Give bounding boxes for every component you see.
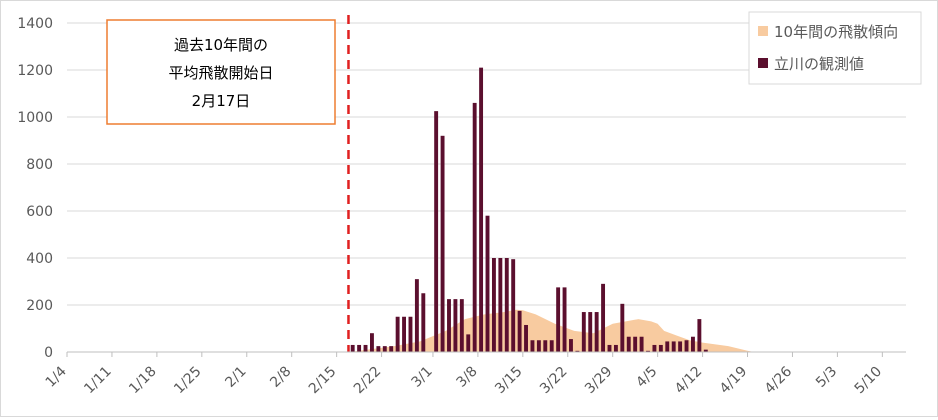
observed-bar	[504, 258, 509, 352]
observed-bar	[472, 102, 477, 353]
x-tick-label: 1/4	[43, 363, 70, 390]
observed-bar	[671, 341, 676, 352]
observed-bar	[414, 279, 419, 352]
x-tick-label: 2/15	[306, 364, 340, 398]
x-tick-label: 3/29	[582, 364, 616, 398]
x-tick-label: 2/22	[351, 364, 385, 398]
observed-bar	[479, 67, 484, 353]
x-tick-label: 3/1	[409, 364, 436, 391]
observed-bar	[601, 283, 606, 352]
observed-bar	[466, 334, 471, 353]
x-tick-label: 1/18	[126, 364, 160, 398]
y-tick-label: 0	[44, 345, 53, 361]
observed-bar	[703, 349, 708, 352]
observed-bar	[620, 303, 625, 352]
x-tick-label: 5/10	[852, 364, 886, 398]
y-tick-label: 400	[26, 251, 53, 267]
x-tick-label: 2/1	[222, 364, 249, 391]
legend-box	[748, 11, 922, 85]
x-tick-label: 3/22	[537, 364, 571, 398]
x-tick-label: 4/12	[672, 364, 706, 398]
observed-bar	[697, 319, 702, 352]
observed-bar	[402, 316, 406, 352]
observed-bar	[543, 340, 548, 352]
observed-bar	[498, 258, 503, 352]
observed-bar	[549, 340, 554, 352]
observed-bar	[350, 344, 355, 352]
observed-bar	[684, 340, 689, 352]
y-tick-label: 800	[26, 157, 53, 173]
annotation-line: 過去10年間の	[174, 36, 268, 54]
observed-bar	[613, 344, 618, 352]
observed-bar	[408, 316, 413, 352]
observed-bar	[382, 346, 387, 353]
x-tick-label: 1/25	[171, 364, 205, 398]
observed-bar	[678, 341, 683, 352]
x-tick-label: 4/5	[633, 364, 660, 391]
x-tick-label: 4/19	[717, 364, 751, 398]
legend-swatch	[758, 26, 768, 36]
observed-bar	[646, 350, 650, 352]
observed-bar	[607, 344, 612, 352]
observed-bar	[588, 312, 593, 352]
observed-bar	[652, 344, 657, 352]
observed-bar	[453, 299, 458, 353]
observed-bar	[517, 310, 522, 353]
x-tick-label: 2/8	[267, 364, 294, 391]
observed-bar	[633, 336, 638, 352]
x-tick-label: 3/15	[492, 364, 526, 398]
observed-bar	[575, 350, 580, 352]
annotation-line: 2月17日	[192, 92, 251, 110]
observed-bar	[626, 336, 631, 352]
x-tick-label: 1/11	[81, 364, 115, 398]
observed-bar	[569, 339, 573, 352]
x-tick-label: 3/8	[453, 364, 480, 391]
observed-bar	[434, 111, 439, 352]
observed-bar	[440, 135, 445, 352]
y-tick-label: 200	[26, 298, 53, 314]
x-tick-label: 4/26	[762, 363, 796, 397]
observed-bar	[395, 316, 400, 352]
y-tick-label: 1400	[17, 16, 53, 32]
observed-bar	[562, 287, 567, 353]
observed-bar	[556, 287, 561, 353]
observed-bar	[665, 341, 670, 352]
annotation-line: 平均飛散開始日	[168, 64, 273, 82]
observed-bar	[370, 333, 374, 352]
observed-bar	[536, 340, 541, 352]
observed-bar	[459, 299, 464, 353]
observed-bar	[376, 346, 381, 353]
observed-bar	[447, 299, 451, 353]
x-tick-label: 5/3	[813, 364, 840, 391]
legend-label: 10年間の飛散傾向	[774, 23, 898, 41]
legend-swatch	[758, 58, 768, 68]
y-tick-label: 600	[26, 204, 53, 220]
annotation-box	[106, 19, 336, 125]
observed-bar	[658, 344, 663, 352]
observed-bar	[581, 312, 586, 352]
observed-bar	[639, 336, 644, 352]
observed-bar	[363, 344, 368, 352]
legend-label: 立川の観測値	[774, 55, 864, 73]
observed-bars-layer	[350, 67, 708, 353]
y-tick-label: 1200	[17, 63, 53, 79]
observed-bar	[524, 324, 528, 352]
observed-bar	[357, 344, 362, 352]
observed-bar	[485, 215, 490, 352]
observed-bar	[530, 340, 535, 352]
observed-bar	[691, 336, 695, 352]
y-tick-label: 1000	[17, 110, 53, 126]
observed-bar	[594, 312, 599, 352]
observed-bar	[491, 258, 496, 352]
observed-bar	[511, 259, 516, 352]
observed-bar	[389, 346, 394, 353]
observed-bar	[421, 293, 426, 352]
